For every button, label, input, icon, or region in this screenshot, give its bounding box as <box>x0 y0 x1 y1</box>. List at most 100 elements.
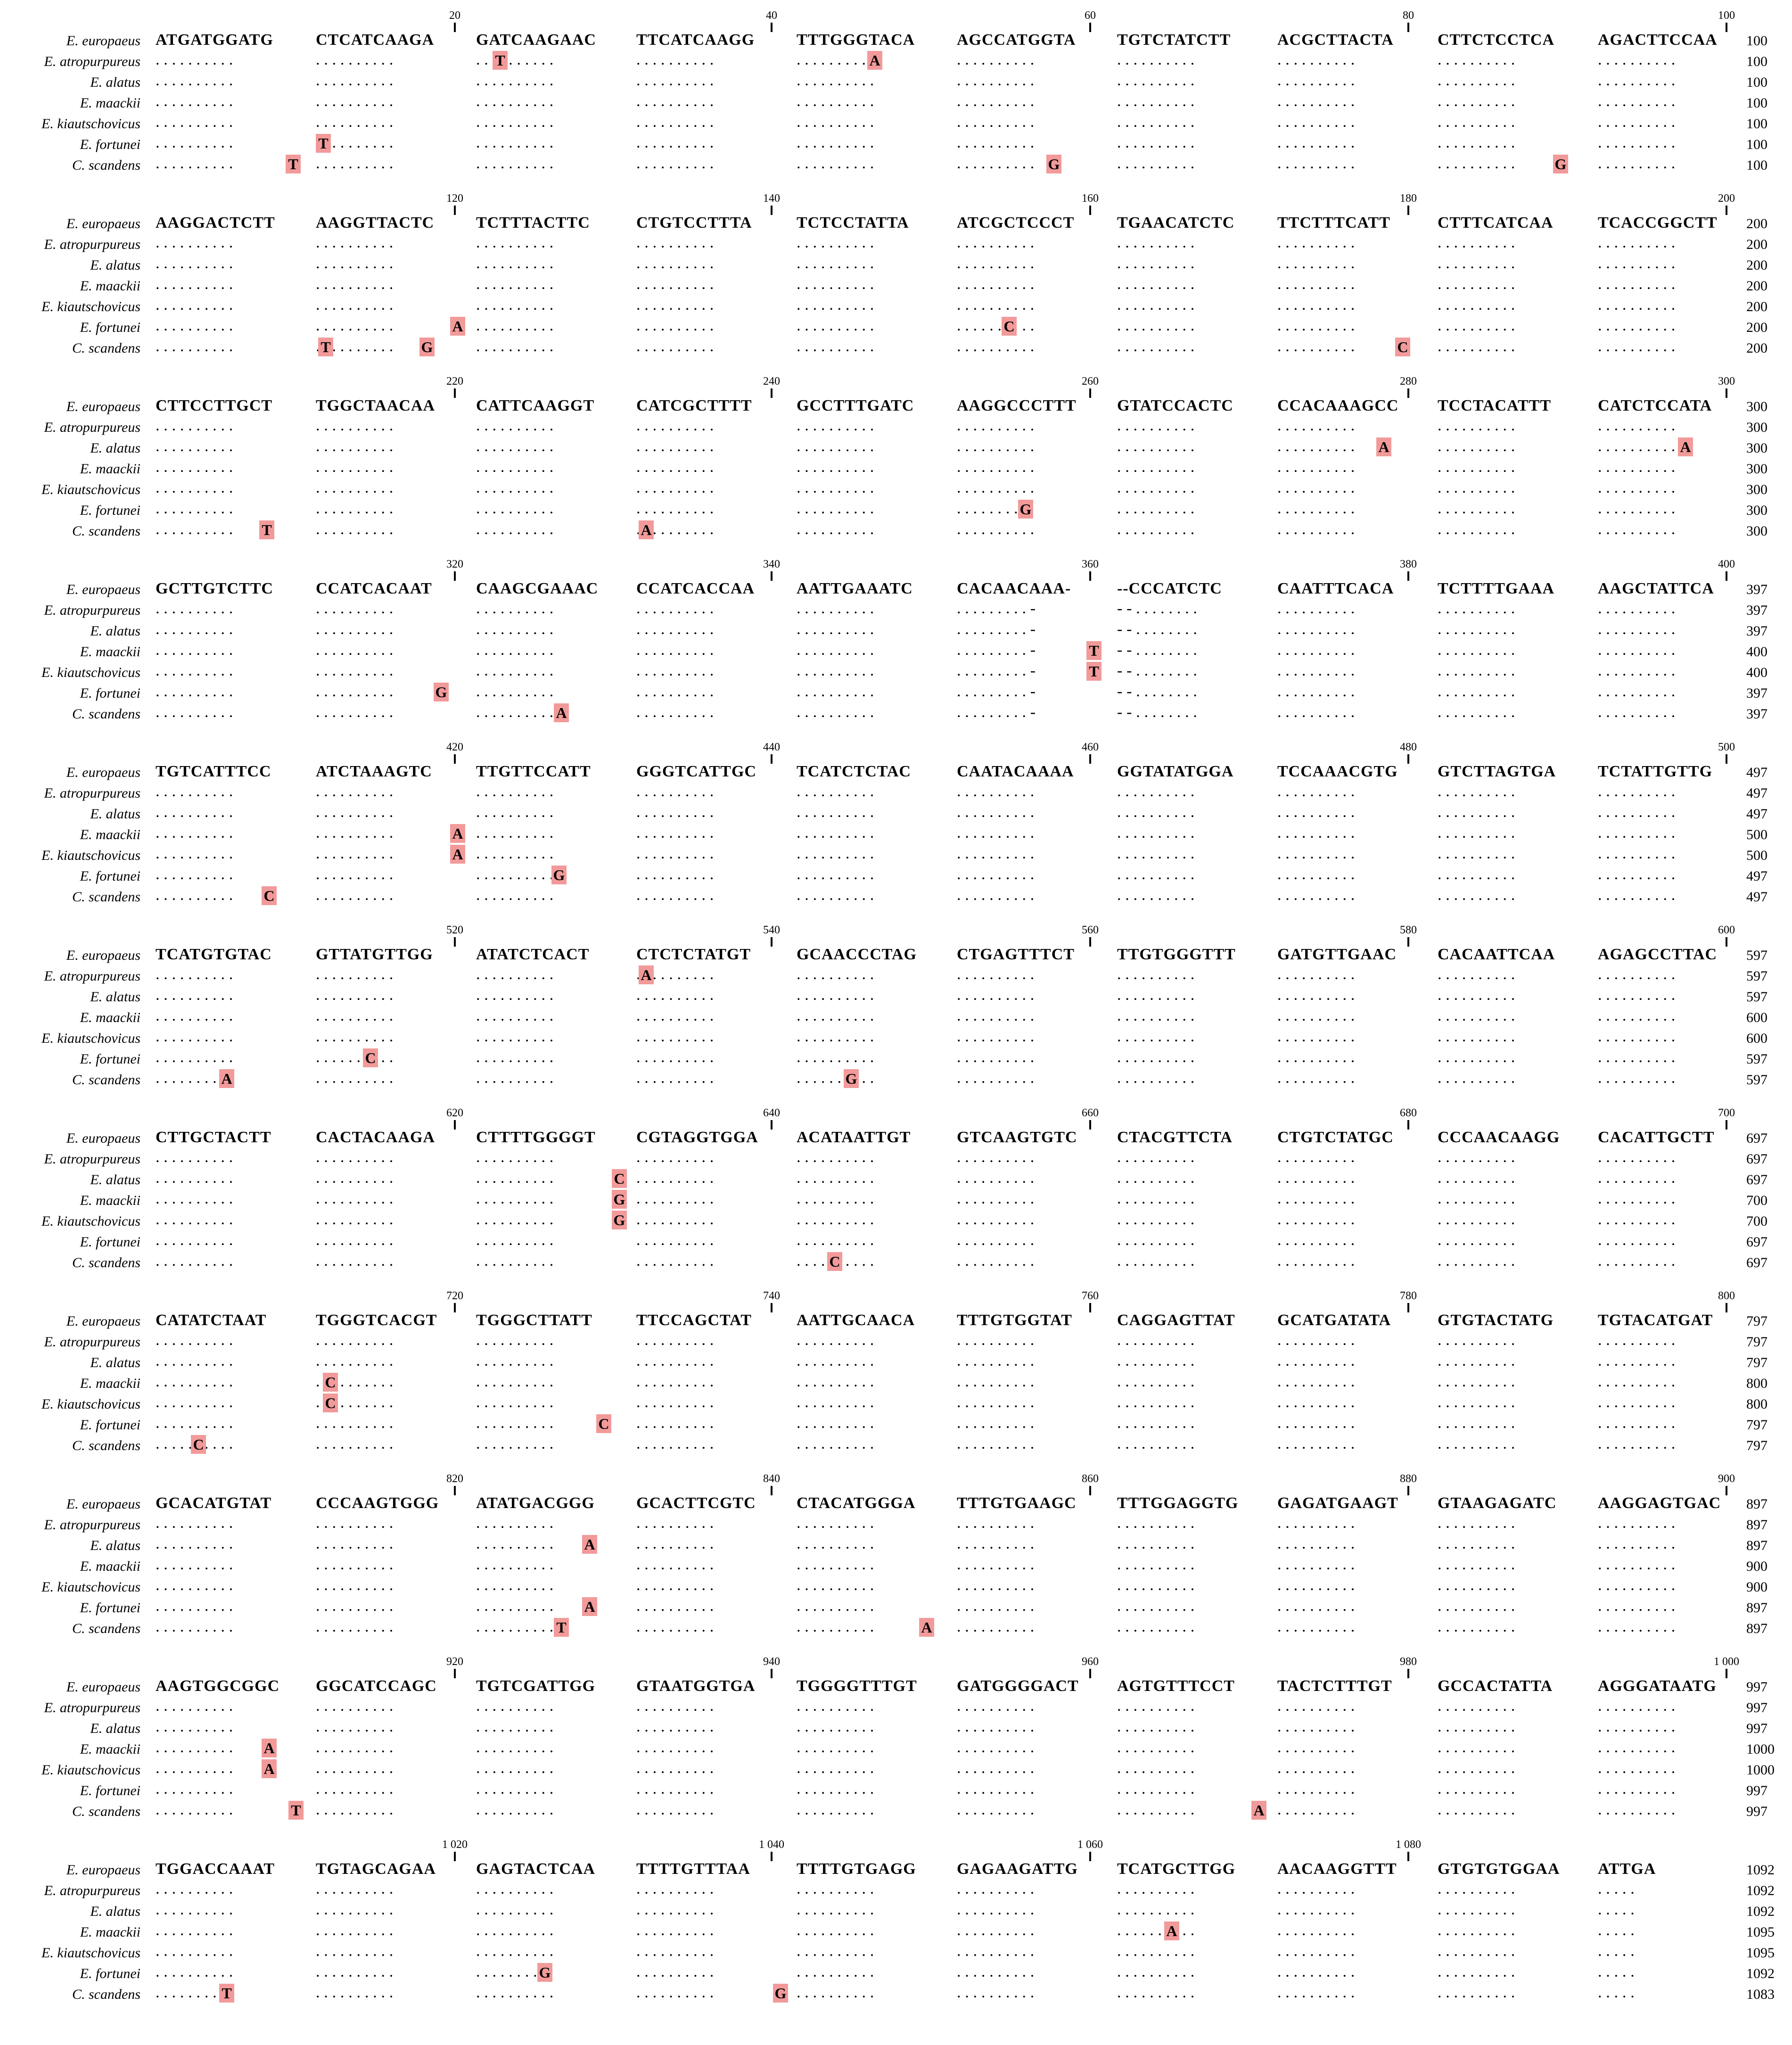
ruler-tick <box>1089 571 1091 581</box>
identity-dots: . . . . . . . . . . <box>1117 1801 1195 1818</box>
identity-dots: . . . . . . . . . . <box>797 234 875 251</box>
identity-dots: . . . . . . . . . . <box>1117 1414 1195 1432</box>
identity-dots: . . . . . . . . . . <box>636 255 715 272</box>
identity-dots: . . . . . . . . . . <box>1117 1069 1195 1087</box>
identity-dots: . . . . . . . . . . <box>1277 965 1356 983</box>
ruler-position-label: 160 <box>1082 192 1099 205</box>
ruler-tick <box>454 23 456 32</box>
ruler-tick <box>454 1852 456 1861</box>
species-label: E. alatus <box>90 74 140 90</box>
species-label: E. maackii <box>80 278 140 294</box>
species-label: E. europaeus <box>66 216 140 231</box>
substitution-highlight: G <box>1018 500 1033 519</box>
ruler-tick <box>454 206 456 215</box>
identity-dots: . . . . . . . . . . <box>156 1414 234 1432</box>
identity-dots: . . . . . . . . . . <box>316 1618 394 1635</box>
identity-dots: . . . . . . . . . . <box>316 51 394 68</box>
identity-dots: . . . . . . . . . . <box>1438 155 1516 172</box>
species-label: E. europaeus <box>66 765 140 780</box>
identity-dots: . . . . . . . . . . <box>1438 1435 1516 1452</box>
identity-dots: . . . . . . . . . . <box>1598 703 1676 721</box>
reference-sequence-group: CTTGCTACTT <box>156 1129 271 1146</box>
identity-dots: . . . . . . . . . . <box>1117 134 1195 151</box>
identity-dots: . . . . . . . . . . <box>1117 1514 1195 1532</box>
identity-dots: . . . . . . . . . . <box>957 783 1035 800</box>
identity-dots: . . . . . . . . . . <box>636 824 715 841</box>
ruler-position-label: 720 <box>446 1290 463 1302</box>
substitution-highlight: T <box>259 520 274 539</box>
identity-dots: . . . . . . . . . . <box>316 234 394 251</box>
reference-sequence-group: TGGGGTTTGT <box>797 1677 917 1695</box>
identity-dots: . . . . . . . . . . <box>797 1414 875 1432</box>
sequence-end-position: 300 <box>1746 440 1767 456</box>
substitution-highlight: A <box>639 965 654 984</box>
identity-dots: . . . . . . . . . . <box>636 1352 715 1369</box>
identity-dots: . . . . . . . . . . <box>476 886 554 904</box>
identity-dots: . . . . . . . . . . <box>1277 1373 1356 1390</box>
ruler-tick <box>771 1303 773 1312</box>
identity-dots: . . . . . . . . . . <box>1117 1618 1195 1635</box>
identity-dots: . . . . . . . . . . <box>797 662 875 679</box>
identity-dots: . . . . . . . . . . <box>1277 317 1356 334</box>
species-label: C. scandens <box>72 1255 140 1270</box>
identity-dots: . . . . . . . . . . <box>156 1759 234 1777</box>
ruler-tick <box>454 754 456 764</box>
identity-dots: . . . . . . . . . . <box>1438 824 1516 841</box>
identity-dots: . . . . . . . . . . <box>797 1576 875 1594</box>
reference-sequence-group: CAAGCGAAAC <box>476 580 599 597</box>
identity-dots: . . . . . . . . . . <box>1117 986 1195 1004</box>
identity-dots: . . . . . . . . . . <box>316 275 394 293</box>
reference-sequence-group: GTATCCACTC <box>1117 397 1233 414</box>
substitution-highlight: A <box>450 845 465 864</box>
identity-dots: . . . . . . . . . . <box>797 600 875 617</box>
identity-dots: . . . . . . . . . . <box>476 1028 554 1045</box>
sequence-end-position: 797 <box>1746 1355 1767 1370</box>
ruler-position-label: 980 <box>1400 1656 1417 1668</box>
reference-sequence-group: GATGTTGAAC <box>1277 946 1397 963</box>
ruler-tick <box>454 571 456 581</box>
reference-sequence-group: GCACTTCGTC <box>636 1494 756 1512</box>
identity-dots: . . . . . . . . . . <box>1438 458 1516 476</box>
species-label: E. alatus <box>90 1355 140 1370</box>
identity-dots: . . . . . . . . . . <box>476 1880 554 1897</box>
identity-dots: . . . . . . . . . . <box>476 1921 554 1939</box>
species-label: E. atropurpureus <box>44 1151 140 1167</box>
reference-sequence-group: TTTTGTTTAA <box>636 1860 750 1878</box>
substitution-highlight: A <box>450 824 465 843</box>
ruler-position-label: 440 <box>763 741 780 753</box>
identity-dots: . . . . . . . . . . <box>1438 683 1516 700</box>
identity-dots: . . . . . . . . . . <box>636 275 715 293</box>
sequence-end-position: 497 <box>1746 889 1767 905</box>
identity-dots: - - . . . . . . . . <box>1117 620 1198 638</box>
identity-dots: . . . . . . . . . . <box>1117 296 1195 313</box>
identity-dots: . . . . . <box>1598 1901 1635 1918</box>
identity-dots: . . . . . . . . . . <box>476 1984 554 2001</box>
identity-dots: . . . . . . . . . . <box>1438 1211 1516 1228</box>
ruler-position-label: 1 000 <box>1714 1656 1739 1668</box>
identity-dots: . . . . . . . . . . <box>476 1414 554 1432</box>
sequence-end-position: 100 <box>1746 137 1767 152</box>
identity-dots: . . . . . . . . . . <box>156 1535 234 1552</box>
sequence-end-position: 100 <box>1746 95 1767 111</box>
identity-dots: . . . . . . . . . . <box>957 866 1035 883</box>
identity-dots: . . . . . . . . . . <box>1277 1759 1356 1777</box>
identity-dots: . . . . . . . . . . <box>797 51 875 68</box>
ruler-tick <box>1407 571 1409 581</box>
identity-dots: . . . . . . . . . . <box>1438 986 1516 1004</box>
identity-dots: . . . . . . . . . . <box>1117 72 1195 89</box>
reference-sequence-group: ATTGA <box>1598 1860 1656 1878</box>
sequence-end-position: 500 <box>1746 827 1767 842</box>
ruler-tick <box>1726 571 1727 581</box>
identity-dots: . . . . . . . . . . <box>1598 866 1676 883</box>
sequence-end-position: 997 <box>1746 1783 1767 1798</box>
identity-dots: . . . . . . . . . . <box>1438 51 1516 68</box>
identity-dots: . . . . . . . . . . <box>316 1414 394 1432</box>
ruler-position-label: 140 <box>763 192 780 205</box>
identity-dots: . . . . . . . . . . <box>797 824 875 841</box>
identity-dots: . . . . . . . . . . <box>957 886 1035 904</box>
identity-dots: . . . . . . . . . . <box>156 234 234 251</box>
ruler-position-label: 560 <box>1082 924 1099 936</box>
identity-dots: . . . . . <box>1598 1880 1635 1897</box>
substitution-highlight: C <box>612 1169 627 1188</box>
